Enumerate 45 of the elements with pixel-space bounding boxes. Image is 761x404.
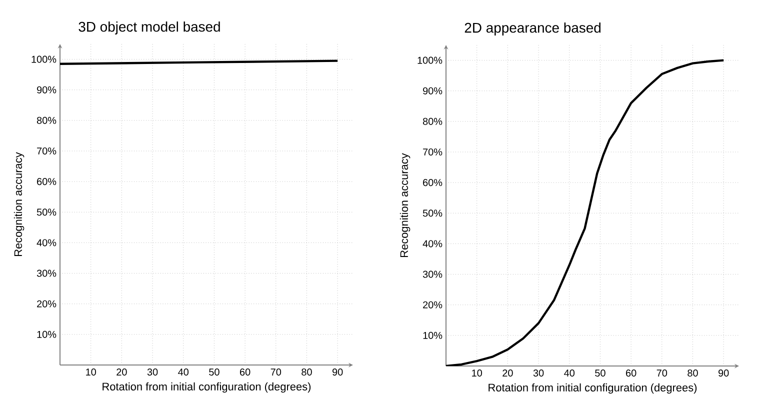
y-tick-label: 70% — [37, 147, 56, 155]
x-tick-label: 70 — [656, 370, 668, 377]
y-tick-label: 60% — [37, 178, 56, 186]
x-tick-label: 30 — [533, 370, 544, 377]
x-tick-label: 20 — [502, 370, 513, 377]
x-tick-label: 50 — [209, 368, 220, 376]
y-tick-label: 40% — [422, 240, 442, 248]
y-tick-label: 80% — [422, 118, 442, 125]
y-tick-label: 100% — [418, 56, 442, 64]
y-tick-label: 40% — [36, 239, 56, 246]
y-tick-label: 30% — [422, 270, 442, 278]
y-tick-label: 60% — [423, 179, 442, 186]
x-tick-label: 60 — [240, 368, 250, 376]
x-tick-label: 10 — [472, 370, 482, 377]
y-tick-label: 90% — [37, 86, 56, 94]
chart-title: 2D appearance based — [464, 22, 600, 36]
y-tick-label: 50% — [36, 208, 56, 216]
x-tick-label: 10 — [86, 368, 96, 376]
y-tick-label: 70% — [423, 148, 442, 156]
x-tick-label: 20 — [116, 368, 127, 376]
y-tick-label: 90% — [423, 87, 442, 94]
x-tick-label: 40 — [564, 370, 575, 377]
x-tick-label: 90 — [332, 368, 343, 376]
chart-title: 3D object model based — [78, 21, 220, 34]
y-tick-label: 20% — [423, 301, 442, 308]
x-tick-label: 40 — [178, 368, 189, 376]
x-tick-label: 50 — [595, 370, 606, 377]
x-tick-label: 90 — [718, 370, 729, 377]
y-axis-title: Recognition accuracy — [14, 152, 24, 256]
x-tick-label: 30 — [147, 368, 158, 376]
y-tick-label: 100% — [32, 56, 56, 63]
x-tick-label: 80 — [688, 370, 698, 377]
x-axis-title: Rotation from initial configuration (degrees) — [102, 382, 311, 393]
x-tick-label: 70 — [270, 368, 282, 376]
y-tick-label: 10% — [423, 332, 442, 339]
y-tick-label: 10% — [37, 330, 56, 338]
x-tick-label: 60 — [626, 370, 636, 377]
y-tick-label: 80% — [36, 116, 56, 124]
y-tick-label: 50% — [422, 210, 442, 217]
line-series — [446, 59, 725, 366]
y-tick-label: 30% — [36, 270, 56, 277]
x-axis-title: Rotation from initial configuration (degrees) — [488, 383, 697, 394]
y-axis-title: Recognition accuracy — [400, 153, 410, 257]
x-tick-label: 80 — [302, 368, 312, 376]
y-tick-label: 20% — [37, 300, 56, 308]
